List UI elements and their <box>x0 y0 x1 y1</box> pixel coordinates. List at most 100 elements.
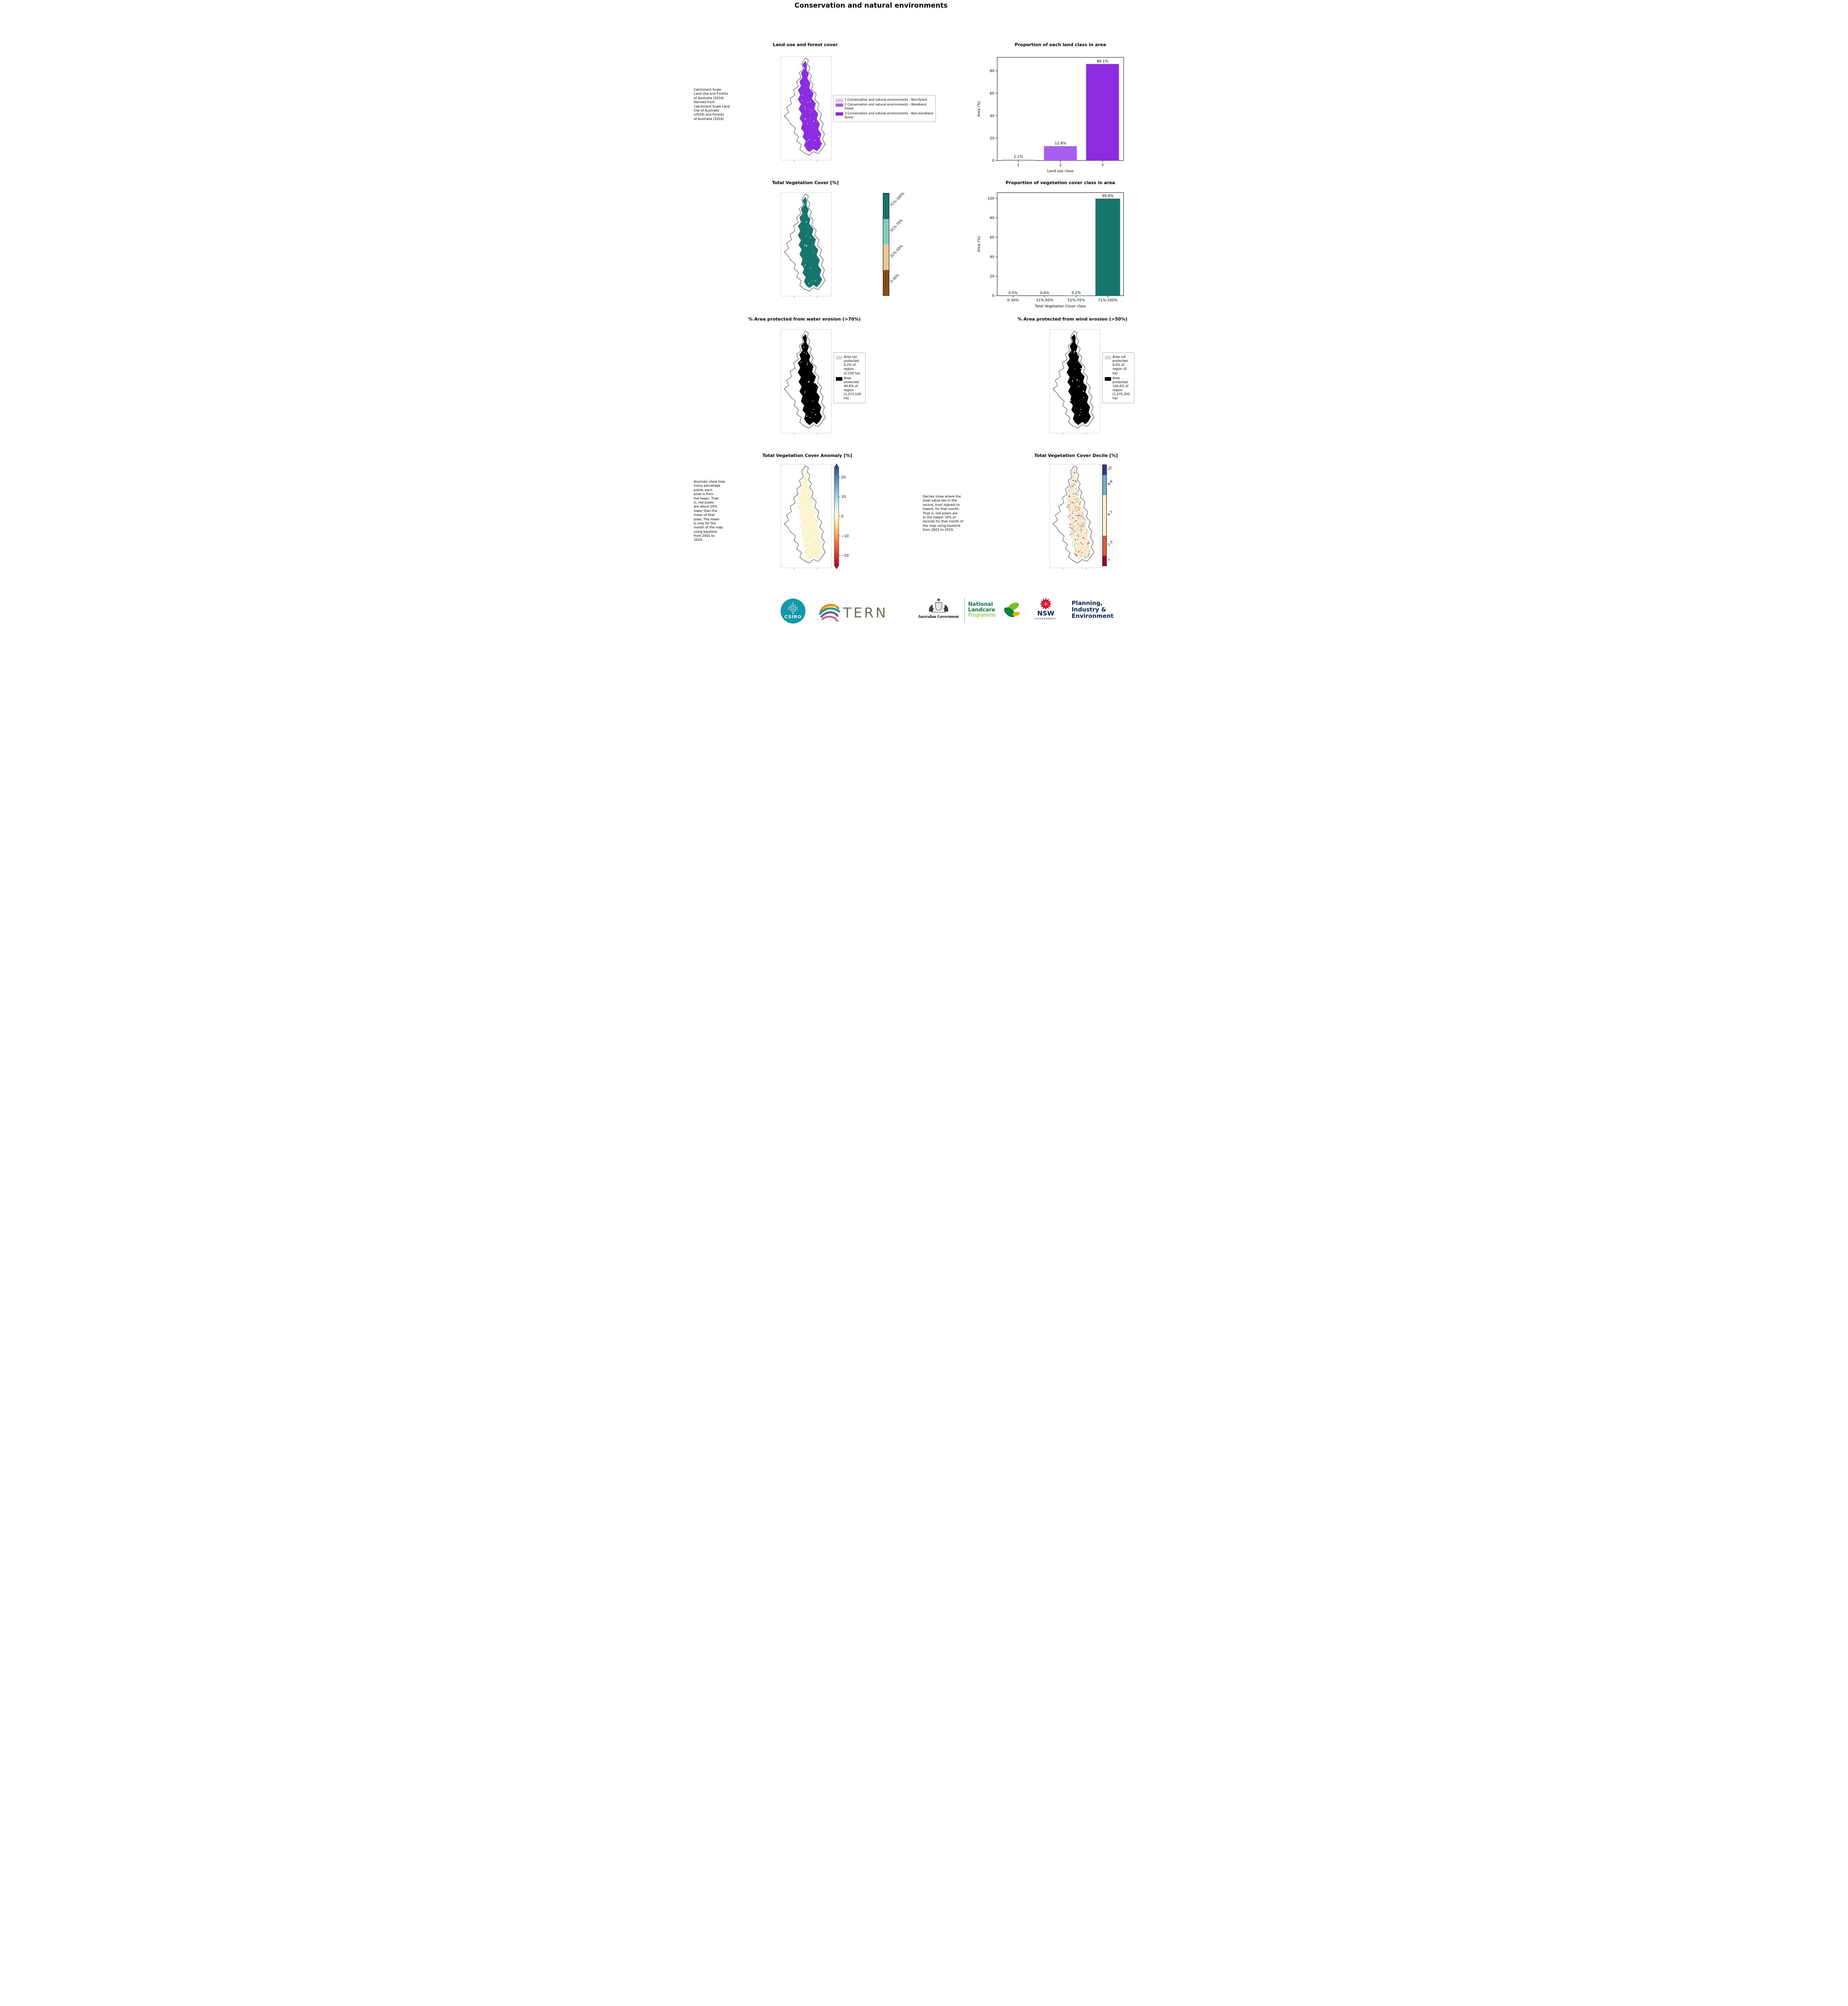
planning-line3: Environment <box>1071 613 1114 620</box>
svg-text:GOVERNMENT: GOVERNMENT <box>1035 618 1056 620</box>
landcare-line3: Programme <box>968 612 996 618</box>
csiro-logo: CSIRO <box>780 599 805 623</box>
not-protected-swatch <box>836 356 842 359</box>
footer-divider <box>964 598 965 623</box>
veg-cover-map-filled-area <box>797 197 822 288</box>
protected-swatch <box>836 377 842 381</box>
svg-text:1.1%: 1.1% <box>1014 155 1023 159</box>
veg-cover-chart-title: Proportion of vegetation cover class in … <box>1006 180 1115 185</box>
svg-text:CSIRO: CSIRO <box>784 614 801 619</box>
decile-colorbar: 10 8-9 4-7 2-3 1 <box>1102 465 1114 566</box>
anomaly-caption: Anomaly show how many percetage points e… <box>694 480 725 542</box>
legend-item-class2: 2 Conservation and natural environments … <box>835 103 933 111</box>
svg-text:80: 80 <box>990 216 994 220</box>
svg-text:40: 40 <box>990 114 994 118</box>
legend-item-not-protected: Area not protected 0.2% of region (2,150… <box>836 355 863 376</box>
colorbar-segment <box>1102 465 1106 475</box>
wind-erosion-title: % Area protected from wind erosion (>50%… <box>1017 317 1128 322</box>
land-use-caption: Catchment Scale Land Use and Forests of … <box>694 88 730 121</box>
svg-text:Area (%): Area (%) <box>977 236 981 252</box>
colorbar-label: 1 <box>1106 558 1111 562</box>
decile-title: Total Vegetation Cover Decile [%] <box>1034 453 1118 458</box>
wind-erosion-legend: Area not protected 0.0% of region (0 ha)… <box>1102 352 1134 404</box>
land-use-map-filled-area <box>797 61 822 152</box>
nsw-government-logo: NSW GOVERNMENT <box>1033 597 1059 623</box>
colorbar-segment <box>883 244 889 270</box>
tern-logo: TERN <box>818 599 894 623</box>
svg-text:40: 40 <box>990 255 994 259</box>
svg-text:0: 0 <box>841 515 844 519</box>
water-erosion-legend: Area not protected 0.2% of region (2,150… <box>833 352 866 404</box>
anomaly-map-svg <box>780 464 832 570</box>
colorbar-segment <box>883 219 889 244</box>
svg-text:60: 60 <box>990 236 994 240</box>
not-protected-label: Area not protected 0.0% of region (0 ha) <box>1112 355 1128 375</box>
wind-erosion-map-boundary <box>1052 331 1094 428</box>
water-erosion-title: % Area protected from water erosion (>70… <box>748 317 861 322</box>
planning-line2: Industry & <box>1071 607 1106 613</box>
australian-government-label: Australian Government <box>918 615 959 619</box>
svg-text:NSW: NSW <box>1037 609 1054 617</box>
svg-text:3: 3 <box>1101 163 1104 167</box>
colorbar-segment <box>1102 495 1106 536</box>
veg-cover-map-boundary <box>783 193 826 292</box>
decile-caption: Deciles show where the pixel value lies … <box>923 495 964 532</box>
colorbar-label: 4-7 <box>1106 510 1114 517</box>
colorbar-label: 8-9 <box>1106 479 1114 487</box>
colorbar-label: 31%-50% <box>889 244 904 259</box>
water-erosion-map-filled-area <box>797 334 822 425</box>
australian-government-crest <box>915 597 963 614</box>
wind-erosion-map <box>1049 328 1100 435</box>
planning-industry-environment-wordmark: Planning, Industry & Environment <box>1072 600 1114 620</box>
page-title: Conservation and natural environments <box>794 2 948 10</box>
class3-label: 3 Conservation and natural environments … <box>844 111 933 119</box>
svg-text:20: 20 <box>990 275 994 279</box>
landcare-wordmark: National Landcare Programme <box>968 602 996 618</box>
anomaly-colorbar: 20 10 0 −10 −20 <box>834 463 854 569</box>
anomaly-map-boundary <box>783 465 826 563</box>
svg-text:10: 10 <box>841 495 846 499</box>
decile-map-boundary <box>1052 465 1094 563</box>
not-protected-label: Area not protected 0.2% of region (2,150… <box>844 355 860 375</box>
veg-cover-chart: 0 20 40 60 80 100 Area (%) 0.0% 0-30% 0.0% 31%-50%… <box>974 183 1130 317</box>
landcare-line1: National <box>968 601 993 607</box>
wind-erosion-map-svg <box>1049 329 1100 435</box>
svg-text:−10: −10 <box>841 534 849 538</box>
svg-text:0.2%: 0.2% <box>1071 291 1081 295</box>
legend-item-class1: 1 Conservation and natural environments … <box>835 98 933 102</box>
veg-cover-colorbar: 71%-100% 51%-70% 31%-50% 0-30% <box>882 191 905 296</box>
anomaly-map <box>780 463 832 570</box>
anomaly-colorbar-svg: 20 10 0 −10 −20 <box>834 463 849 569</box>
veg-cover-map <box>780 192 832 298</box>
svg-text:0: 0 <box>992 294 994 298</box>
land-use-map-svg <box>780 56 832 162</box>
svg-text:Land use class: Land use class <box>1047 169 1073 173</box>
protected-label: Area protected 100.0% of region (1,075,3… <box>1112 376 1130 400</box>
water-erosion-map-svg <box>780 329 832 435</box>
svg-text:20: 20 <box>841 475 846 479</box>
svg-text:1: 1 <box>1017 163 1019 167</box>
class1-label: 1 Conservation and natural environments … <box>844 98 927 102</box>
svg-text:0: 0 <box>992 159 994 163</box>
decile-map <box>1049 463 1100 570</box>
anomaly-map-filled-area <box>797 469 822 560</box>
svg-text:99.8%: 99.8% <box>1102 194 1114 198</box>
wind-erosion-map-filled-area <box>1066 334 1091 425</box>
land-class-chart-title: Proportion of each land class in area <box>1014 42 1106 47</box>
decile-map-filled-area <box>1066 469 1091 560</box>
svg-text:0-30%: 0-30% <box>1007 298 1018 303</box>
svg-text:60: 60 <box>990 92 994 96</box>
planning-line1: Planning, <box>1071 600 1103 607</box>
colorbar-segment <box>883 193 889 219</box>
colorbar-label: 51%-70% <box>889 218 904 233</box>
svg-text:51%-70%: 51%-70% <box>1067 298 1085 303</box>
legend-item-protected: Area protected 100.0% of region (1,075,3… <box>1104 376 1132 401</box>
svg-text:20: 20 <box>990 136 994 140</box>
svg-text:12.8%: 12.8% <box>1055 142 1066 146</box>
svg-text:80: 80 <box>990 69 994 73</box>
land-class-chart: 0 20 40 60 80 Area (%) 1.1% 1 12.8% 2 86.1% 3 Land u… <box>974 47 1130 182</box>
bar-1 <box>1002 159 1035 160</box>
veg-cover-proportion-svg: 0 20 40 60 80 100 Area (%) 0.0% 0-30% 0.0% 31%-50%… <box>977 192 1124 309</box>
svg-text:TERN: TERN <box>843 605 888 621</box>
decile-map-svg <box>1049 464 1100 570</box>
